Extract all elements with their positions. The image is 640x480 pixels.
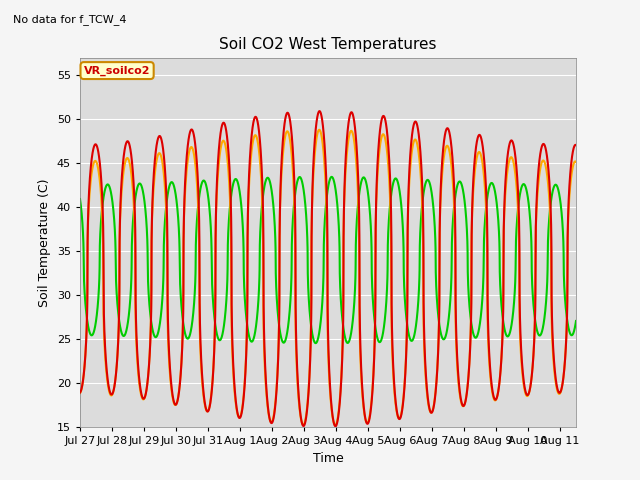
X-axis label: Time: Time [312,452,344,465]
Text: No data for f_TCW_4: No data for f_TCW_4 [13,14,126,25]
Title: Soil CO2 West Temperatures: Soil CO2 West Temperatures [220,37,436,52]
Y-axis label: Soil Temperature (C): Soil Temperature (C) [38,178,51,307]
Text: VR_soilco2: VR_soilco2 [84,65,150,76]
